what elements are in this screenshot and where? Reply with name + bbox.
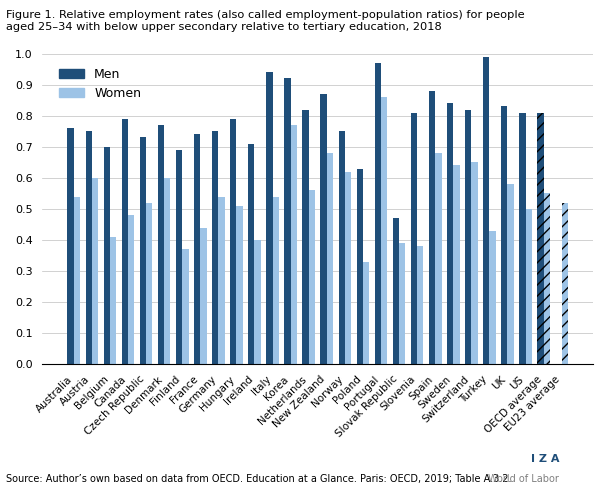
Bar [218, 197, 225, 365]
Bar [291, 125, 297, 365]
Text: Source: Author’s own based on data from OECD. Education at a Glance. Paris: OECD: Source: Author’s own based on data from … [6, 474, 511, 484]
Bar [465, 110, 471, 365]
Bar [435, 153, 441, 365]
Bar [447, 103, 453, 365]
Bar [255, 240, 261, 365]
Bar [375, 63, 381, 365]
Text: aged 25–34 with below upper secondary relative to tertiary education, 2018: aged 25–34 with below upper secondary re… [6, 22, 442, 32]
Legend: Men, Women: Men, Women [54, 63, 147, 105]
Bar [103, 147, 110, 365]
Bar [110, 237, 116, 365]
Bar [525, 209, 532, 365]
Bar [501, 106, 508, 365]
Bar [248, 144, 255, 365]
Bar [176, 150, 182, 365]
Bar [429, 91, 435, 365]
Bar [381, 97, 387, 365]
Bar [302, 110, 309, 365]
Bar [326, 153, 333, 365]
Bar [489, 231, 496, 365]
Bar [483, 57, 489, 365]
Bar [339, 131, 345, 365]
Text: World of Labor: World of Labor [488, 474, 559, 484]
Bar [140, 137, 146, 365]
Bar [182, 249, 188, 365]
Bar [363, 262, 369, 365]
Bar [200, 228, 207, 365]
Bar [537, 113, 544, 365]
Bar [230, 119, 237, 365]
Bar [122, 119, 128, 365]
Bar [212, 131, 218, 365]
Bar [345, 172, 351, 365]
Bar [562, 203, 568, 365]
Bar [508, 184, 514, 365]
Bar [320, 94, 326, 365]
Bar [67, 128, 74, 365]
Bar [272, 197, 279, 365]
Bar [92, 178, 98, 365]
Bar [164, 178, 170, 365]
Bar [128, 215, 134, 365]
Bar [158, 125, 164, 365]
Bar [411, 113, 417, 365]
Bar [519, 113, 525, 365]
Bar [544, 194, 550, 365]
Bar [194, 134, 200, 365]
Bar [86, 131, 92, 365]
Bar [146, 203, 153, 365]
Bar [356, 168, 363, 365]
Text: I Z A: I Z A [531, 454, 559, 464]
Text: Figure 1. Relative employment rates (also called employment-population ratios) f: Figure 1. Relative employment rates (als… [6, 10, 525, 20]
Bar [417, 246, 423, 365]
Bar [471, 163, 478, 365]
Bar [266, 72, 272, 365]
Bar [453, 165, 460, 365]
Bar [237, 206, 243, 365]
Bar [74, 197, 80, 365]
Bar [393, 218, 399, 365]
Bar [399, 243, 406, 365]
Bar [285, 79, 291, 365]
Bar [309, 190, 315, 365]
